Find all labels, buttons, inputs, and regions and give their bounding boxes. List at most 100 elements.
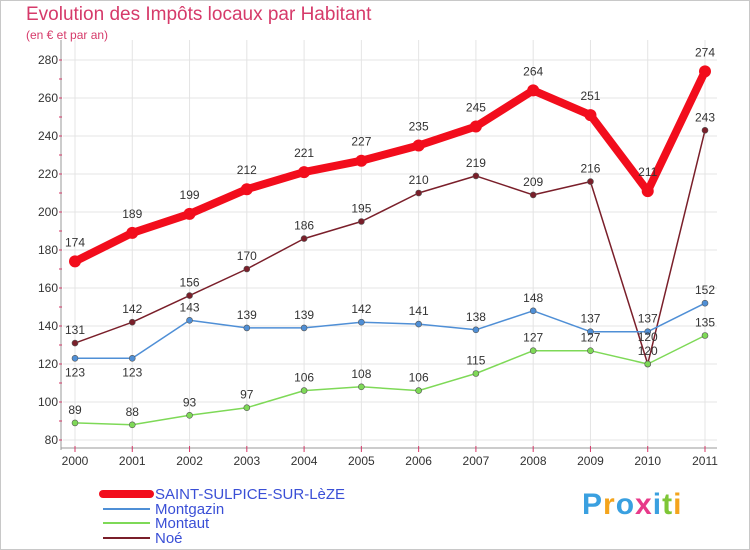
data-point	[641, 185, 654, 198]
data-point	[587, 328, 594, 336]
data-label: 245	[466, 101, 486, 115]
series-points	[69, 65, 711, 429]
x-tick-label: 2001	[119, 454, 146, 468]
y-tick-label: 140	[38, 319, 58, 333]
data-label: 131	[65, 323, 85, 337]
data-label: 199	[180, 188, 200, 202]
legend-label: Noé	[155, 530, 183, 547]
data-point	[300, 235, 308, 242]
series-line-3	[74, 129, 706, 365]
data-label: 139	[294, 308, 314, 322]
y-tick-label: 100	[38, 395, 58, 409]
y-tick-label: 180	[38, 243, 58, 257]
data-point	[415, 320, 422, 328]
y-tick-label: 80	[45, 433, 59, 447]
logo-letter: o	[615, 488, 636, 521]
data-label: 138	[466, 310, 486, 324]
data-point	[240, 183, 253, 196]
data-label: 174	[65, 235, 85, 249]
data-label: 137	[638, 312, 658, 326]
logo-letter: P	[582, 488, 604, 521]
legend: SAINT-SULPICE-SUR-LèZEMontgazinMontautNo…	[99, 486, 345, 547]
data-label: 123	[65, 365, 85, 379]
data-point	[243, 265, 251, 273]
x-tick-label: 2004	[291, 454, 318, 468]
data-point	[527, 84, 540, 97]
data-label: 142	[351, 302, 371, 316]
data-point	[128, 354, 136, 362]
data-label: 152	[695, 283, 715, 297]
data-point	[472, 172, 480, 180]
logo-letter: x	[635, 488, 653, 521]
data-point	[128, 421, 136, 429]
data-point	[701, 299, 709, 307]
data-label: 137	[580, 312, 600, 326]
data-label: 123	[122, 365, 142, 379]
data-point	[358, 318, 365, 326]
series-lines	[71, 67, 709, 426]
x-tick-label: 2008	[520, 454, 547, 468]
data-label: 264	[523, 64, 543, 78]
data-label: 106	[409, 371, 429, 385]
axis-ticks: 80 100 120 140 160 180 200 220 240 260 280 2000 2001…	[38, 53, 718, 468]
data-label: 195	[351, 202, 371, 216]
x-tick-label: 2005	[348, 454, 375, 468]
data-label: 221	[294, 146, 314, 160]
legend-label: Montgazin	[155, 501, 224, 518]
data-point	[298, 166, 311, 179]
data-label: 251	[580, 89, 600, 103]
data-label: 141	[409, 304, 429, 318]
data-label: 274	[695, 45, 715, 59]
x-tick-label: 2000	[62, 454, 89, 468]
logo-letter: i	[652, 488, 663, 521]
data-labels: 131 142 156 170 186 195 210 219 209 216 120 243 89 88…	[65, 45, 715, 418]
data-label: 89	[68, 403, 82, 417]
data-label: 143	[180, 300, 200, 314]
data-label: 142	[122, 302, 142, 316]
data-point	[415, 387, 422, 394]
data-label: 127	[523, 331, 543, 345]
proxiti-logo: Proxiti	[582, 488, 682, 522]
axes	[60, 40, 717, 450]
data-label: 135	[695, 316, 715, 330]
y-tick-label: 200	[38, 205, 58, 219]
logo-letter: t	[662, 488, 674, 521]
data-point	[584, 109, 597, 122]
data-point	[71, 339, 79, 347]
data-point	[243, 404, 251, 412]
data-label: 97	[240, 388, 254, 402]
x-tick-label: 2006	[405, 454, 432, 468]
y-tick-label: 260	[38, 91, 58, 105]
data-point	[126, 226, 139, 239]
data-point	[701, 332, 709, 339]
y-tick-label: 160	[38, 281, 58, 295]
x-tick-label: 2003	[233, 454, 260, 468]
data-label: 139	[237, 308, 257, 322]
data-point	[71, 419, 79, 427]
data-point	[529, 347, 537, 355]
data-point	[587, 178, 594, 185]
data-label: 211	[638, 165, 657, 179]
legend-label: Montaut	[155, 515, 210, 532]
data-point	[300, 324, 308, 332]
chart-title: Evolution des Impôts locaux par Habitant	[26, 4, 372, 25]
data-point	[472, 370, 480, 377]
data-label: 120	[638, 344, 658, 358]
data-point	[358, 383, 365, 391]
data-point	[183, 207, 196, 220]
data-label: 189	[122, 207, 142, 221]
data-point	[243, 324, 251, 332]
data-point	[300, 387, 308, 394]
x-tick-label: 2010	[634, 454, 661, 468]
logo-letter: r	[603, 488, 616, 521]
x-tick-label: 2007	[463, 454, 490, 468]
data-point	[355, 154, 368, 167]
data-point	[699, 65, 711, 78]
y-tick-label: 240	[38, 129, 58, 143]
data-point	[644, 360, 652, 368]
data-point	[186, 316, 193, 324]
data-point	[71, 354, 79, 362]
logo-letter: i	[673, 488, 683, 521]
